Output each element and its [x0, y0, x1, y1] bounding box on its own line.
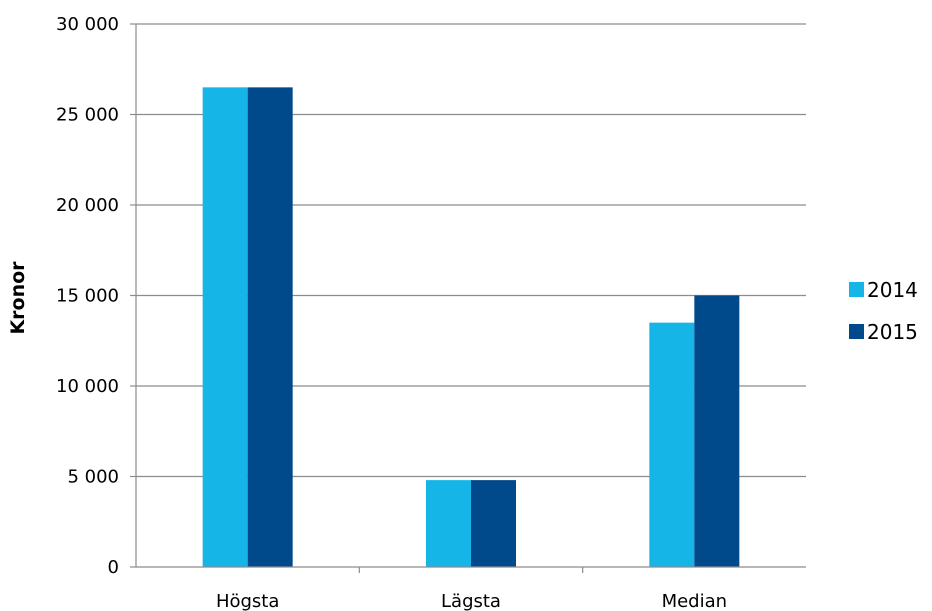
x-tick-labels: Högsta Lägsta Median — [216, 591, 727, 611]
y-tick-labels: 0 5 000 10 000 15 000 20 000 25 000 30 000 — [56, 14, 119, 578]
y-tick-label: 25 000 — [56, 105, 119, 126]
bar-2015-lägsta — [471, 480, 516, 567]
legend-swatch-2015 — [849, 324, 864, 339]
y-tick-label: 5 000 — [67, 467, 119, 488]
y-tick-label: 30 000 — [56, 14, 119, 35]
legend-label-2014: 2014 — [867, 278, 918, 302]
y-tick-label: 20 000 — [56, 195, 119, 216]
y-tick-label: 0 — [108, 557, 119, 578]
bar-2014-median — [649, 322, 695, 567]
axes — [130, 23, 806, 573]
legend: 2014 2015 — [849, 278, 918, 344]
bar-2014-högsta — [202, 87, 248, 567]
legend-label-2015: 2015 — [867, 320, 918, 344]
y-tick-label: 15 000 — [56, 286, 119, 307]
x-tick-label: Median — [662, 591, 727, 611]
x-tick-label: Lägsta — [441, 591, 501, 611]
x-tick-label: Högsta — [216, 591, 279, 611]
bar-2015-median — [694, 295, 740, 567]
bar-2014-lägsta — [426, 480, 471, 567]
bar-2015-högsta — [247, 87, 293, 567]
y-axis-title: Kronor — [7, 261, 29, 335]
legend-swatch-2014 — [849, 282, 864, 297]
y-tick-label: 10 000 — [56, 376, 119, 397]
bars — [202, 87, 740, 567]
